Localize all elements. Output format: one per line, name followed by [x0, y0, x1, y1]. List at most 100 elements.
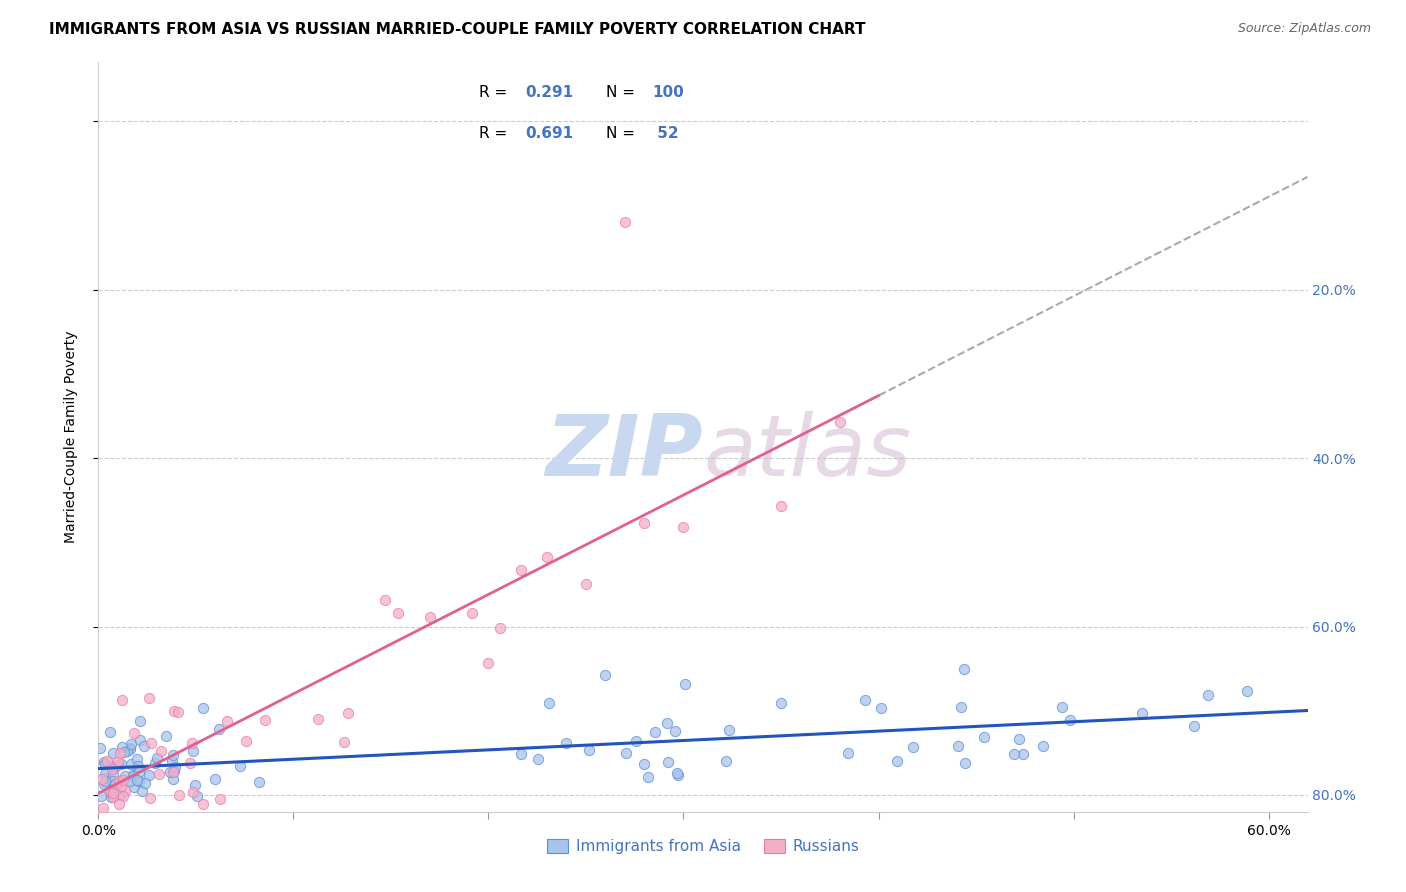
Point	[115, 743, 138, 757]
Point	[159, 764, 181, 779]
Point	[510, 747, 533, 762]
Point	[770, 696, 793, 710]
Point	[624, 734, 647, 748]
Point	[181, 743, 204, 757]
Point	[870, 700, 893, 714]
Point	[101, 789, 124, 804]
Point	[120, 757, 142, 772]
Text: R =: R =	[479, 126, 512, 141]
Point	[103, 768, 125, 782]
Point	[162, 747, 184, 762]
Point	[98, 784, 121, 798]
Point	[134, 775, 156, 789]
Point	[208, 722, 231, 736]
Point	[215, 714, 238, 729]
Point	[1032, 739, 1054, 753]
Point	[664, 723, 686, 738]
Point	[307, 712, 329, 726]
Point	[1182, 719, 1205, 733]
Point	[108, 773, 131, 788]
Point	[644, 724, 666, 739]
Point	[165, 760, 187, 774]
Point	[208, 791, 231, 805]
Point	[127, 773, 149, 788]
Point	[128, 773, 150, 788]
Point	[336, 706, 359, 721]
Point	[181, 785, 204, 799]
Point	[633, 516, 655, 530]
Point	[769, 500, 792, 514]
Point	[527, 752, 550, 766]
Point	[828, 415, 851, 429]
Point	[111, 773, 134, 788]
Point	[103, 746, 125, 760]
Point	[952, 662, 974, 676]
Point	[179, 756, 201, 771]
Point	[100, 759, 122, 773]
Point	[673, 677, 696, 691]
Point	[853, 693, 876, 707]
Point	[94, 771, 117, 785]
Point	[127, 759, 149, 773]
Point	[387, 606, 409, 620]
Point	[132, 739, 155, 753]
Point	[633, 757, 655, 772]
Point	[118, 741, 141, 756]
Text: IMMIGRANTS FROM ASIA VS RUSSIAN MARRIED-COUPLE FAMILY POVERTY CORRELATION CHART: IMMIGRANTS FROM ASIA VS RUSSIAN MARRIED-…	[49, 22, 866, 37]
Point	[191, 700, 214, 714]
Point	[150, 744, 173, 758]
Point	[148, 767, 170, 781]
Point	[614, 746, 637, 760]
Point	[714, 754, 737, 768]
Point	[93, 774, 115, 789]
Point	[143, 756, 166, 771]
Point	[1197, 689, 1219, 703]
Point	[101, 773, 124, 788]
Text: R =: R =	[479, 85, 512, 100]
Point	[162, 764, 184, 779]
Point	[477, 657, 499, 671]
Point	[155, 729, 177, 743]
Point	[127, 752, 149, 766]
Point	[973, 731, 995, 745]
Point	[138, 768, 160, 782]
Text: 52: 52	[652, 126, 679, 141]
Point	[1011, 747, 1033, 761]
Point	[114, 768, 136, 782]
Point	[666, 768, 689, 782]
Point	[89, 740, 111, 755]
Text: Source: ZipAtlas.com: Source: ZipAtlas.com	[1237, 22, 1371, 36]
Text: ZIP: ZIP	[546, 410, 703, 493]
Point	[108, 746, 131, 760]
Point	[120, 774, 142, 789]
Point	[186, 789, 208, 804]
Point	[110, 757, 132, 772]
Point	[901, 739, 924, 754]
Point	[111, 740, 134, 755]
Point	[510, 563, 533, 577]
Point	[886, 754, 908, 768]
Point	[90, 789, 112, 804]
Point	[91, 772, 114, 786]
Point	[419, 610, 441, 624]
Point	[107, 754, 129, 768]
Point	[122, 768, 145, 782]
Point	[101, 762, 124, 776]
Point	[672, 520, 695, 534]
Point	[655, 716, 678, 731]
Point	[167, 706, 190, 720]
Point	[575, 577, 598, 591]
Point	[94, 756, 117, 771]
Point	[1008, 732, 1031, 747]
Point	[160, 755, 183, 769]
Point	[665, 766, 688, 780]
Point	[104, 776, 127, 790]
Point	[124, 780, 146, 794]
Point	[162, 764, 184, 779]
Point	[718, 723, 741, 738]
Point	[163, 704, 186, 718]
Point	[1002, 747, 1025, 761]
Point	[191, 797, 214, 812]
Point	[374, 593, 396, 607]
Point	[235, 734, 257, 748]
